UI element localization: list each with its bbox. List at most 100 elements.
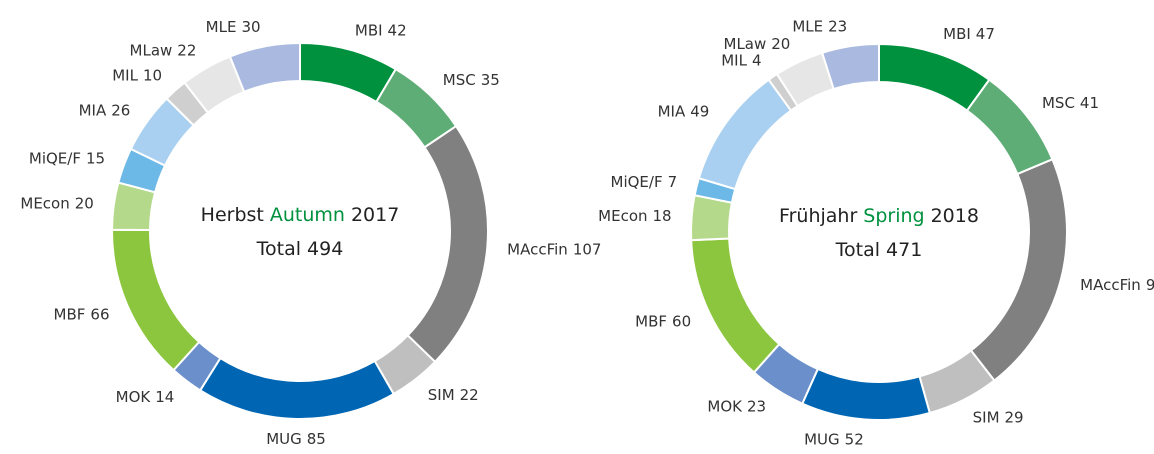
total-label: Total [256, 238, 301, 260]
slice-value: 23 [747, 397, 766, 415]
slice-value: 107 [573, 240, 602, 258]
slice-label: MSC 41 [1042, 93, 1099, 111]
donut-slice [198, 356, 396, 420]
slice-category: MAccFin [1080, 275, 1141, 293]
slice-value: 7 [668, 172, 678, 190]
slice-label: SIM 29 [973, 408, 1024, 426]
title-de: Frühjahr [779, 205, 857, 227]
donut-slice [690, 237, 781, 374]
slice-label: MBF 66 [54, 305, 110, 323]
slice-label: MIA 49 [658, 102, 710, 120]
total-label: Total [835, 239, 880, 261]
slice-category: MAccFin [507, 240, 568, 258]
slice-category: SIM [428, 386, 455, 404]
slice-value: 20 [75, 194, 94, 212]
slice-label: MUG 52 [804, 430, 864, 448]
slice-category: MiQE/F [29, 149, 81, 167]
slice-value: 60 [672, 312, 691, 330]
slice-category: MiQE/F [611, 172, 663, 190]
slice-category: MBI [943, 25, 971, 43]
slice-value: 4 [752, 51, 762, 69]
slice-label: MiQE/F 7 [611, 172, 678, 190]
donut-slice [878, 42, 991, 112]
slice-value: 26 [111, 101, 130, 119]
slice-label: MSC 35 [443, 70, 500, 88]
center-title: Herbst Autumn 2017 [201, 204, 400, 226]
slice-label: MLE 30 [206, 17, 261, 35]
donut-slice [697, 78, 793, 191]
slice-value: 22 [177, 41, 196, 59]
slice-value: 49 [690, 102, 709, 120]
slice-category: SIM [973, 408, 1000, 426]
donut-slice [228, 41, 301, 94]
slice-value: 85 [307, 429, 326, 447]
slice-value: 52 [845, 430, 864, 448]
slice-category: MOK [707, 397, 743, 415]
year: 2017 [351, 204, 399, 226]
slice-value: 98 [1146, 275, 1154, 293]
slice-value: 35 [481, 70, 500, 88]
slice-label: MEcon 18 [598, 207, 671, 225]
center-total: Total 471 [835, 239, 923, 261]
slice-value: 15 [86, 149, 105, 167]
title-en: Autumn [270, 204, 345, 226]
slice-category: MSC [1042, 93, 1075, 111]
slice-category: MIA [79, 101, 107, 119]
slice-category: MSC [443, 70, 476, 88]
donut-slice [820, 42, 880, 91]
slice-label: MBI 42 [355, 21, 407, 39]
slice-label: SIM 22 [428, 386, 479, 404]
center-title: Frühjahr Spring 2018 [779, 205, 979, 227]
slice-label: MBI 47 [943, 25, 995, 43]
slice-label: MiQE/F 15 [29, 149, 105, 167]
slice-value: 10 [143, 66, 162, 84]
slice-value: 22 [460, 386, 479, 404]
slice-value: 41 [1080, 93, 1099, 111]
slice-value: 47 [976, 25, 995, 43]
slice-label: MAccFin 107 [507, 240, 601, 258]
slice-label: MLaw 22 [130, 41, 197, 59]
slice-category: MEcon [598, 207, 647, 225]
center-total: Total 494 [256, 238, 344, 260]
donut-slice [969, 158, 1068, 382]
slice-label: MIA 26 [79, 101, 131, 119]
slice-category: MBI [355, 21, 383, 39]
slice-label: MEcon 20 [20, 194, 93, 212]
donut-slice [800, 367, 932, 421]
slice-category: MLE [206, 17, 237, 35]
slice-label: MAccFin 98 [1080, 275, 1154, 293]
slice-category: MUG [804, 430, 840, 448]
slice-category: MIL [112, 66, 138, 84]
slice-value: 14 [155, 387, 174, 405]
donut-slice [406, 124, 490, 364]
slice-category: MBF [635, 312, 667, 330]
slice-value: 30 [241, 17, 260, 35]
slice-value: 18 [653, 207, 672, 225]
slice-category: MLaw [724, 34, 767, 52]
slice-category: MOK [116, 387, 152, 405]
donut-slice [111, 228, 201, 372]
year: 2018 [931, 205, 979, 227]
slice-label: MBF 60 [635, 312, 691, 330]
slice-value: 29 [1005, 408, 1024, 426]
slice-category: MUG [266, 429, 302, 447]
slice-value: 23 [828, 17, 847, 35]
slice-category: MLE [792, 17, 823, 35]
title-de: Herbst [201, 204, 264, 226]
total-value: 494 [307, 238, 343, 260]
slice-label: MLaw 20 [724, 34, 791, 52]
slice-category: MEcon [20, 194, 69, 212]
slice-category: MLaw [130, 41, 173, 59]
slice-label: MUG 85 [266, 429, 326, 447]
slice-label: MIL 10 [112, 66, 162, 84]
slice-label: MOK 14 [116, 387, 175, 405]
slice-category: MIL [721, 51, 747, 69]
donut-slice [965, 78, 1054, 176]
title-en: Spring [863, 205, 924, 227]
slice-label: MIL 4 [721, 51, 761, 69]
slice-category: MBF [54, 305, 86, 323]
slice-value: 20 [771, 34, 790, 52]
slice-label: MLE 23 [792, 17, 847, 35]
slice-value: 66 [90, 305, 109, 323]
